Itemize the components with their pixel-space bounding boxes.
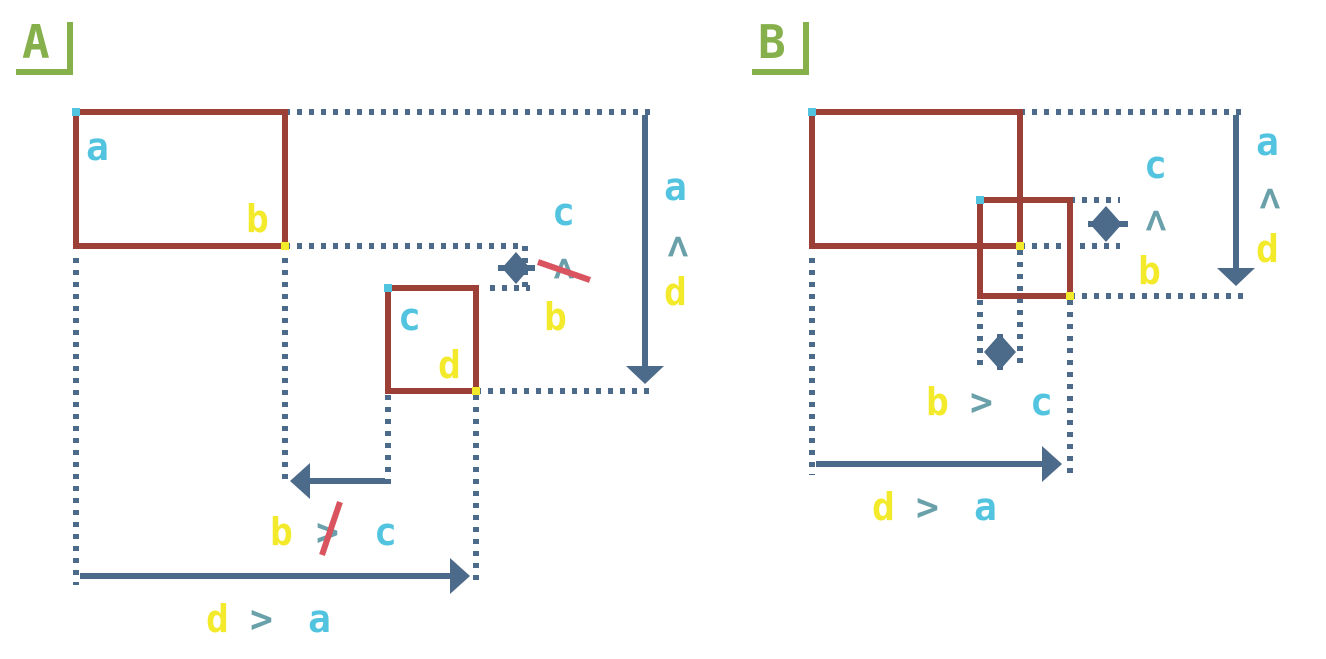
svg-text:b: b	[270, 510, 293, 554]
svg-text:d: d	[1256, 227, 1279, 271]
condition-b-y1: c > b	[1133, 143, 1177, 293]
svg-text:>: >	[916, 485, 939, 529]
svg-text:a: a	[308, 597, 331, 641]
corner-marker-b-panel-a	[808, 108, 816, 116]
box-a-small	[385, 285, 479, 394]
corner-marker-b-panel-b	[1016, 242, 1024, 250]
svg-text:>: >	[1247, 187, 1291, 210]
arrowhead-down-a	[626, 366, 664, 384]
svg-text:c: c	[374, 510, 397, 554]
svg-text:d: d	[206, 597, 229, 641]
box-a-large	[73, 109, 288, 249]
double-arrow-b-vertical	[984, 334, 1016, 370]
arrowhead-left-a	[290, 463, 310, 499]
panel-label-bracket-b	[752, 22, 809, 75]
arrowhead-down-b	[1217, 268, 1255, 286]
svg-text:c: c	[1030, 380, 1053, 424]
svg-text:d: d	[664, 270, 687, 314]
svg-text:c: c	[1144, 143, 1167, 187]
condition-b-x2: d > a	[872, 485, 997, 529]
corner-marker-c-top-left	[384, 284, 392, 292]
double-arrow-a	[498, 252, 535, 284]
letter-d: d	[438, 343, 461, 387]
svg-text:>: >	[655, 235, 699, 258]
svg-text:a: a	[974, 485, 997, 529]
svg-text:>: >	[1133, 209, 1177, 232]
corner-marker-b-panel-d	[1066, 292, 1074, 300]
corner-marker-d-bottom-right	[472, 387, 480, 395]
panel-label-a: A	[22, 15, 50, 69]
panel-label-b: B	[758, 15, 786, 69]
svg-text:c: c	[552, 190, 575, 234]
negation-strike-a-x1	[319, 501, 343, 556]
double-arrow-b-horizontal	[1088, 206, 1128, 242]
letter-a: a	[86, 125, 109, 169]
letter-c: c	[398, 295, 421, 339]
condition-a-x1: b > c	[270, 501, 397, 556]
condition-b-x1: b > c	[926, 380, 1053, 424]
svg-text:b: b	[544, 295, 567, 339]
box-b-small	[977, 197, 1073, 299]
corner-marker-a-top-left	[72, 108, 80, 116]
condition-b-y2: a > d	[1247, 120, 1291, 271]
condition-a-y1: c > b	[537, 190, 591, 339]
svg-text:>: >	[250, 597, 273, 641]
arrowhead-right-a	[450, 558, 470, 594]
letter-b: b	[246, 197, 269, 241]
svg-text:b: b	[926, 380, 949, 424]
arrowhead-right-b	[1042, 446, 1062, 482]
negation-strike-a-y1	[537, 259, 591, 283]
svg-text:>: >	[970, 380, 993, 424]
panel-a: A a b c d	[16, 15, 699, 641]
box-b-large	[809, 109, 1023, 249]
svg-text:a: a	[664, 165, 687, 209]
svg-text:b: b	[1138, 249, 1161, 293]
svg-text:d: d	[872, 485, 895, 529]
guide-lines-a	[73, 109, 655, 585]
svg-text:a: a	[1256, 120, 1279, 164]
panel-label-bracket-a	[16, 22, 73, 75]
corner-marker-b-bottom-right	[281, 242, 289, 250]
corner-marker-b-panel-c	[976, 196, 984, 204]
condition-a-y2: a > d	[655, 165, 699, 314]
condition-a-x2: d > a	[206, 597, 331, 641]
panel-b: B	[752, 15, 1291, 529]
